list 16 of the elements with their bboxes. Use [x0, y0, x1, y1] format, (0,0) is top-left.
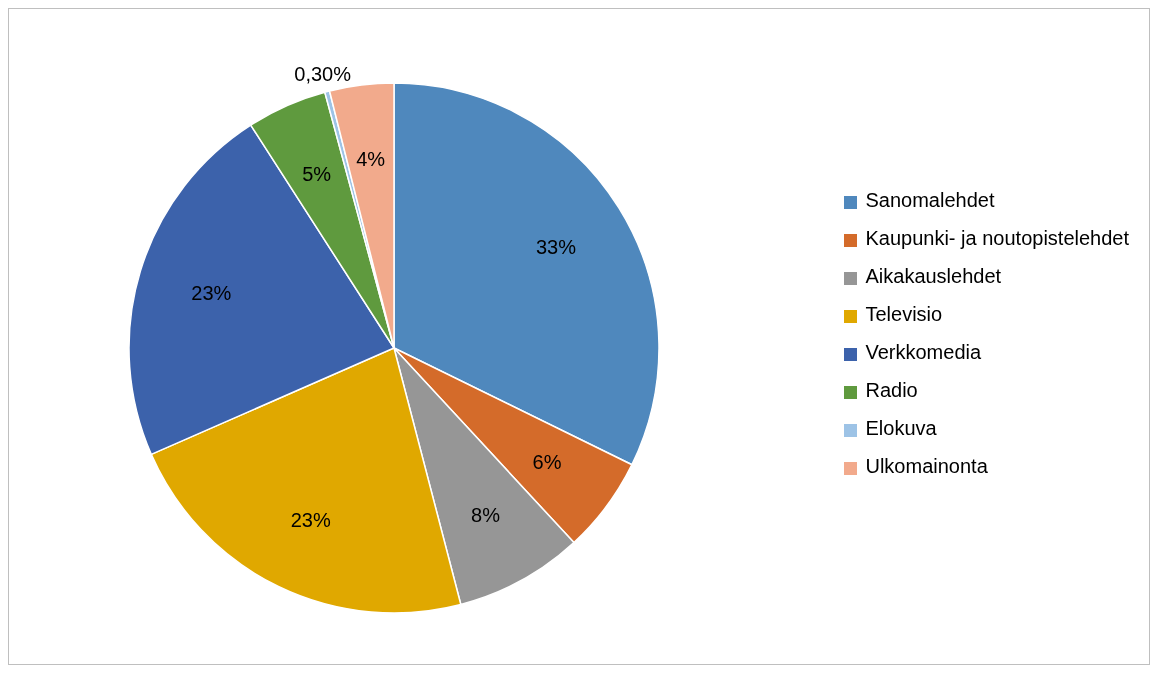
legend-label: Kaupunki- ja noutopistelehdet: [865, 227, 1129, 249]
legend-label: Aikakauslehdet: [865, 265, 1002, 287]
legend-label: Televisio: [865, 303, 943, 325]
legend-label: Verkkomedia: [865, 341, 982, 363]
data-label: 23%: [290, 508, 331, 531]
legend-label: Sanomalehdet: [865, 189, 995, 211]
legend-label: Ulkomainonta: [865, 455, 988, 477]
data-label: 23%: [191, 281, 232, 304]
data-label: 5%: [302, 162, 332, 185]
data-label: 8%: [471, 504, 501, 527]
data-label: 4%: [356, 147, 386, 170]
data-label: 0,30%: [294, 63, 352, 86]
data-label: 6%: [532, 450, 562, 473]
legend-label: Radio: [865, 379, 918, 401]
data-label: 33%: [535, 236, 577, 259]
legend-label: Elokuva: [865, 417, 937, 439]
